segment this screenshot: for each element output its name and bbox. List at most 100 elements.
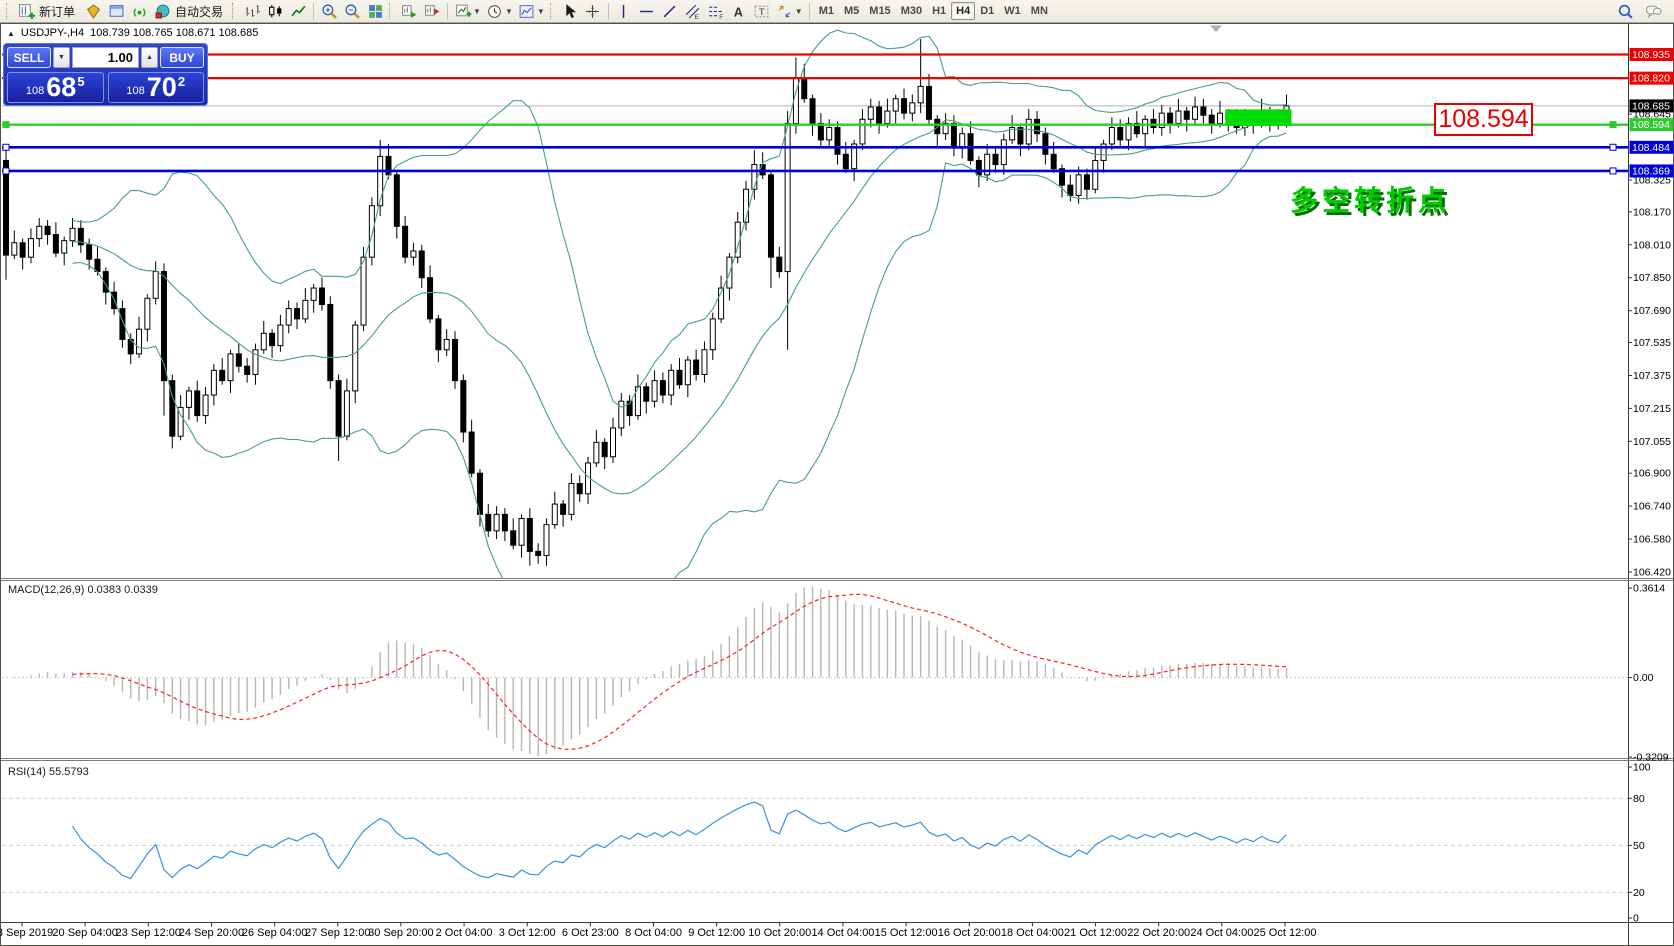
equidistant-channel-button[interactable]: E xyxy=(682,1,704,21)
timeframe-group: M1 M5 M15 M30 H1 H4 D1 W1 MN xyxy=(814,2,1053,20)
periodicity-button[interactable] xyxy=(484,1,506,21)
text-label-button[interactable]: T xyxy=(751,1,773,21)
toolbar-separator xyxy=(808,2,810,20)
timeframe-w1[interactable]: W1 xyxy=(1004,5,1021,17)
chart-window: 108.645 108.325 108.170 108.010 107.850 107.6… xyxy=(0,23,1674,946)
sell-price[interactable]: 108 68 5 xyxy=(7,72,104,103)
cursor-icon xyxy=(566,3,577,18)
zoom-out-button[interactable] xyxy=(341,1,363,21)
chart-shift-button[interactable] xyxy=(421,1,443,21)
svg-text:6 Oct 23:00: 6 Oct 23:00 xyxy=(562,927,619,939)
svg-text:107.215: 107.215 xyxy=(1633,403,1671,415)
price-chart[interactable]: 108.645108.325108.170108.010107.850107.6… xyxy=(0,23,1674,946)
svg-text:14 Oct 04:00: 14 Oct 04:00 xyxy=(811,927,874,939)
svg-text:A: A xyxy=(734,4,743,19)
text-a-icon: A xyxy=(734,4,743,19)
zoom-in-button[interactable] xyxy=(318,1,340,21)
template-button[interactable] xyxy=(516,1,538,21)
crosshair-icon xyxy=(586,4,600,18)
svg-text:108.369: 108.369 xyxy=(1632,165,1670,177)
toolbar: 新订单 自动交易 xyxy=(0,0,1674,23)
tile-windows-button[interactable] xyxy=(364,1,386,21)
text-button[interactable]: A xyxy=(728,1,750,21)
timeframe-m1[interactable]: M1 xyxy=(818,5,834,17)
timeframe-m15[interactable]: M15 xyxy=(869,5,891,17)
autotrade-label[interactable]: 自动交易 xyxy=(175,4,224,19)
timeframe-d1[interactable]: D1 xyxy=(980,5,995,17)
timeframe-m30[interactable]: M30 xyxy=(900,5,923,17)
svg-text:107.055: 107.055 xyxy=(1633,436,1671,448)
candlestick-chart-icon xyxy=(268,4,281,17)
svg-text:106.420: 106.420 xyxy=(1633,566,1671,578)
timeframe-h4[interactable]: H4 xyxy=(951,2,976,20)
fibonacci-icon: F xyxy=(709,6,724,20)
fibonacci-button[interactable]: F xyxy=(705,1,727,21)
cursor-button[interactable] xyxy=(559,1,581,21)
volume-input[interactable]: 1.00 xyxy=(72,47,139,68)
chevron-down-icon[interactable]: ▼ xyxy=(473,6,481,16)
svg-text:106.580: 106.580 xyxy=(1633,534,1671,546)
rsi-indicator-label: RSI(14) 55.5793 xyxy=(8,766,89,778)
svg-text:108.594: 108.594 xyxy=(1632,119,1670,131)
svg-text:30 Sep 20:00: 30 Sep 20:00 xyxy=(368,927,433,939)
tile-windows-icon xyxy=(368,4,382,18)
vertical-line-button[interactable] xyxy=(613,1,635,21)
toolbar-grip[interactable] xyxy=(389,3,394,19)
buy-button[interactable]: BUY xyxy=(160,47,204,68)
volume-down-button[interactable]: ▼ xyxy=(53,47,70,68)
signals-button[interactable] xyxy=(128,1,150,21)
toolbar-grip[interactable] xyxy=(6,3,11,19)
chart-shift-icon xyxy=(424,4,439,16)
trendline-button[interactable] xyxy=(659,1,681,21)
chat-button[interactable] xyxy=(1642,1,1664,21)
crosshair-button[interactable] xyxy=(582,1,604,21)
svg-text:23 Sep 12:00: 23 Sep 12:00 xyxy=(116,927,181,939)
bar-chart-button[interactable] xyxy=(241,1,263,21)
chevron-down-icon[interactable]: ▼ xyxy=(504,6,513,16)
price-callout-box[interactable]: 108.594 xyxy=(1434,103,1533,136)
turning-point-annotation[interactable]: 多空转折点 xyxy=(1290,185,1451,216)
symbol-period-label: USDJPY-,H4 xyxy=(20,27,85,39)
timeframe-m5[interactable]: M5 xyxy=(844,5,860,17)
new-order-label[interactable]: 新订单 xyxy=(39,4,76,19)
horizontal-line-button[interactable] xyxy=(636,1,658,21)
svg-text:18 Oct 04:00: 18 Oct 04:00 xyxy=(1001,927,1064,939)
line-chart-button[interactable] xyxy=(287,1,309,21)
svg-text:106.900: 106.900 xyxy=(1633,468,1671,480)
metaeditor-button[interactable] xyxy=(82,1,104,21)
text-label-icon: T xyxy=(754,5,769,18)
buy-price[interactable]: 108 70 2 xyxy=(107,72,204,103)
toolbar-right-group xyxy=(1614,1,1670,21)
svg-text:108.170: 108.170 xyxy=(1633,206,1671,218)
svg-text:107.850: 107.850 xyxy=(1633,272,1671,284)
candlestick-chart-button[interactable] xyxy=(264,1,286,21)
svg-text:107.690: 107.690 xyxy=(1633,305,1671,317)
timeframe-h1[interactable]: H1 xyxy=(932,5,947,17)
svg-text:27 Sep 12:00: 27 Sep 12:00 xyxy=(305,927,370,939)
market-watch-button[interactable] xyxy=(105,1,127,21)
new-chart-button[interactable] xyxy=(452,1,474,21)
svg-text:25 Oct 12:00: 25 Oct 12:00 xyxy=(1254,927,1317,939)
toolbar-separator xyxy=(313,2,315,20)
trendline-icon xyxy=(663,5,676,17)
search-button[interactable] xyxy=(1614,1,1636,21)
sell-button[interactable]: SELL xyxy=(7,47,51,68)
toolbar-grip[interactable] xyxy=(549,3,555,19)
arrows-button[interactable] xyxy=(774,1,796,21)
chevron-down-icon[interactable]: ▼ xyxy=(536,6,545,16)
timeframe-mn[interactable]: MN xyxy=(1030,5,1048,17)
chevron-down-icon[interactable]: ▼ xyxy=(794,6,803,16)
svg-text:108.010: 108.010 xyxy=(1633,239,1671,251)
autoscroll-button[interactable] xyxy=(398,1,420,21)
svg-text:107.535: 107.535 xyxy=(1633,337,1671,349)
toolbar-grip[interactable] xyxy=(232,3,237,19)
volume-up-button[interactable]: ▲ xyxy=(141,47,158,68)
new-order-button[interactable] xyxy=(15,1,37,21)
collapse-icon[interactable]: ▲ xyxy=(7,28,15,38)
svg-text:15 Oct 12:00: 15 Oct 12:00 xyxy=(875,927,938,939)
template-icon xyxy=(519,4,534,18)
autotrade-button[interactable] xyxy=(151,1,173,21)
svg-text:-0.3209: -0.3209 xyxy=(1633,752,1669,764)
new-chart-icon xyxy=(455,4,471,17)
svg-text:0.00: 0.00 xyxy=(1633,672,1654,684)
